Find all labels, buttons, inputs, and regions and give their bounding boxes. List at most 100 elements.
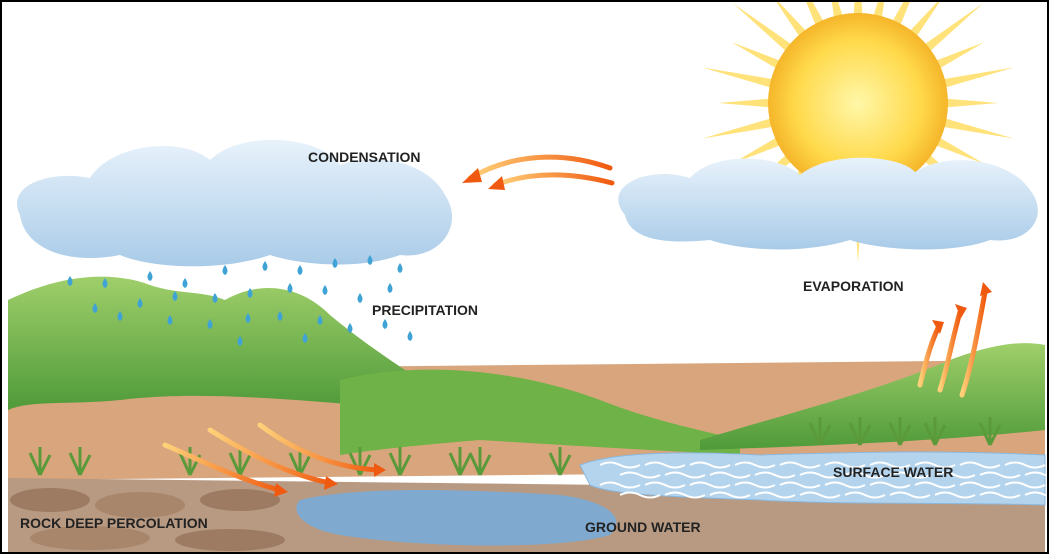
rocks — [10, 488, 285, 551]
raindrops — [67, 255, 413, 346]
grass-tuft — [388, 447, 412, 476]
arrow-heads — [274, 168, 992, 497]
wave — [599, 481, 641, 489]
raindrop — [297, 265, 303, 275]
wave — [844, 491, 886, 499]
wave — [959, 461, 1001, 469]
wave — [754, 491, 796, 499]
raindrop — [92, 303, 98, 313]
grass-tuft — [808, 417, 832, 446]
sun-ray — [853, 0, 863, 16]
ground-water — [296, 490, 617, 546]
grass-tuft — [888, 417, 912, 446]
wave — [979, 491, 1021, 499]
raindrop — [347, 323, 353, 333]
wave — [664, 471, 706, 479]
wave — [799, 491, 841, 499]
cloud — [17, 139, 453, 267]
raindrop — [387, 283, 393, 293]
raindrop — [357, 293, 363, 303]
grass-tuft — [978, 417, 1002, 446]
raindrop — [212, 293, 218, 303]
wave — [779, 481, 821, 489]
wave — [709, 471, 751, 479]
label: PRECIPITATION — [372, 302, 478, 318]
raindrop — [167, 315, 173, 325]
raindrop — [117, 311, 123, 321]
raindrop — [222, 265, 228, 275]
raindrop — [287, 283, 293, 293]
sun-ray — [718, 98, 771, 108]
wave — [914, 461, 956, 469]
wave — [824, 481, 866, 489]
sun-ray — [805, 0, 824, 26]
raindrop — [245, 313, 251, 323]
sun-ray — [942, 118, 1014, 139]
sun-ray — [945, 98, 998, 108]
wave — [619, 491, 661, 499]
sun-ray — [702, 67, 774, 88]
label: GROUND WATER — [585, 519, 701, 535]
raindrop — [237, 336, 243, 346]
wave — [914, 481, 956, 489]
sun-ray — [924, 3, 984, 52]
grass-tuft — [68, 447, 92, 476]
hill — [700, 343, 1045, 450]
grass-tuft — [228, 447, 252, 476]
wave — [934, 491, 976, 499]
wave — [959, 481, 1001, 489]
wave — [799, 471, 841, 479]
wave — [869, 461, 911, 469]
raindrop — [317, 315, 323, 325]
raindrop — [322, 285, 328, 295]
wave — [644, 461, 686, 469]
wave — [1004, 461, 1046, 469]
label: EVAPORATION — [803, 278, 904, 294]
wave — [619, 471, 661, 479]
wave — [689, 481, 731, 489]
cloud — [618, 157, 1038, 250]
wave — [599, 461, 641, 469]
wave — [664, 491, 706, 499]
grass-tuft — [448, 447, 472, 476]
wave — [1024, 491, 1049, 498]
wave — [889, 491, 931, 499]
sun-ray — [732, 3, 792, 52]
label: SURFACE WATER — [833, 464, 953, 480]
wave — [734, 461, 776, 469]
wave — [979, 471, 1021, 479]
wave — [709, 491, 751, 499]
wave — [754, 471, 796, 479]
grass-tuft — [548, 447, 572, 476]
raindrop — [67, 276, 73, 286]
raindrop — [182, 278, 188, 288]
wave — [644, 481, 686, 489]
sun-ray — [873, 0, 885, 19]
wave — [689, 461, 731, 469]
raindrop — [207, 319, 213, 329]
sun-ray — [942, 67, 1014, 88]
wave — [889, 471, 931, 479]
sun-ray — [935, 42, 985, 69]
wave — [1024, 471, 1049, 478]
wave — [824, 461, 866, 469]
raindrop — [102, 278, 108, 288]
sun-ray — [731, 42, 781, 69]
raindrop — [397, 263, 403, 273]
raindrop — [172, 291, 178, 301]
hill — [8, 276, 420, 410]
sun-ray — [831, 0, 843, 19]
sun-ray — [909, 0, 941, 37]
raindrop — [407, 331, 413, 341]
grass-tuft — [28, 447, 52, 476]
sun-ray — [775, 0, 807, 37]
slope — [340, 369, 740, 455]
wave — [734, 481, 776, 489]
raindrop — [302, 333, 308, 343]
label: ROCK DEEP PERCOLATION — [20, 515, 208, 531]
sun-ray — [731, 137, 781, 164]
sun-ray — [935, 137, 985, 164]
grass-tuft — [468, 447, 492, 476]
